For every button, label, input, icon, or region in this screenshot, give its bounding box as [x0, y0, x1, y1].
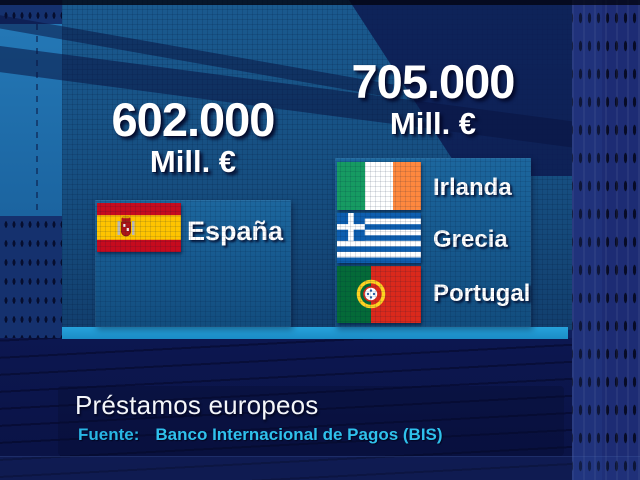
source-line: Fuente: Banco Internacional de Pagos (BIS… [78, 425, 443, 445]
portugal-label: Portugal [433, 280, 531, 307]
right-value-unit: Mill. € [389, 106, 477, 141]
greece-flag-icon [337, 213, 421, 263]
background-bottom-edge [0, 456, 640, 480]
left-value: 602.000 [111, 93, 276, 146]
right-value: 705.000 [351, 55, 516, 108]
greece-label: Grecia [433, 226, 508, 253]
baseline-bar [62, 327, 568, 339]
ireland-flag-icon [337, 162, 421, 210]
chart-title: Préstamos europeos [75, 390, 319, 420]
source-label: Fuente: [78, 425, 140, 444]
left-value-unit: Mill. € [149, 144, 237, 179]
spain-flag-icon [97, 203, 181, 252]
source-value: Banco Internacional de Pagos (BIS) [155, 425, 443, 444]
ireland-label: Irlanda [433, 174, 512, 201]
right-value-block: 705.000 Mill. € [308, 58, 558, 141]
portugal-flag-icon [337, 266, 421, 323]
left-value-block: 602.000 Mill. € [68, 96, 318, 179]
background-right-column [572, 0, 640, 480]
background-top-strip [0, 0, 640, 5]
footer-shade-panel [58, 386, 564, 456]
background-bottom-area [0, 338, 572, 480]
spain-panel: España [95, 200, 291, 327]
three-countries-panel: Irlanda Grecia Portugal [335, 158, 531, 327]
spain-label: España [186, 215, 284, 246]
spain-coat-of-arms [117, 216, 135, 237]
